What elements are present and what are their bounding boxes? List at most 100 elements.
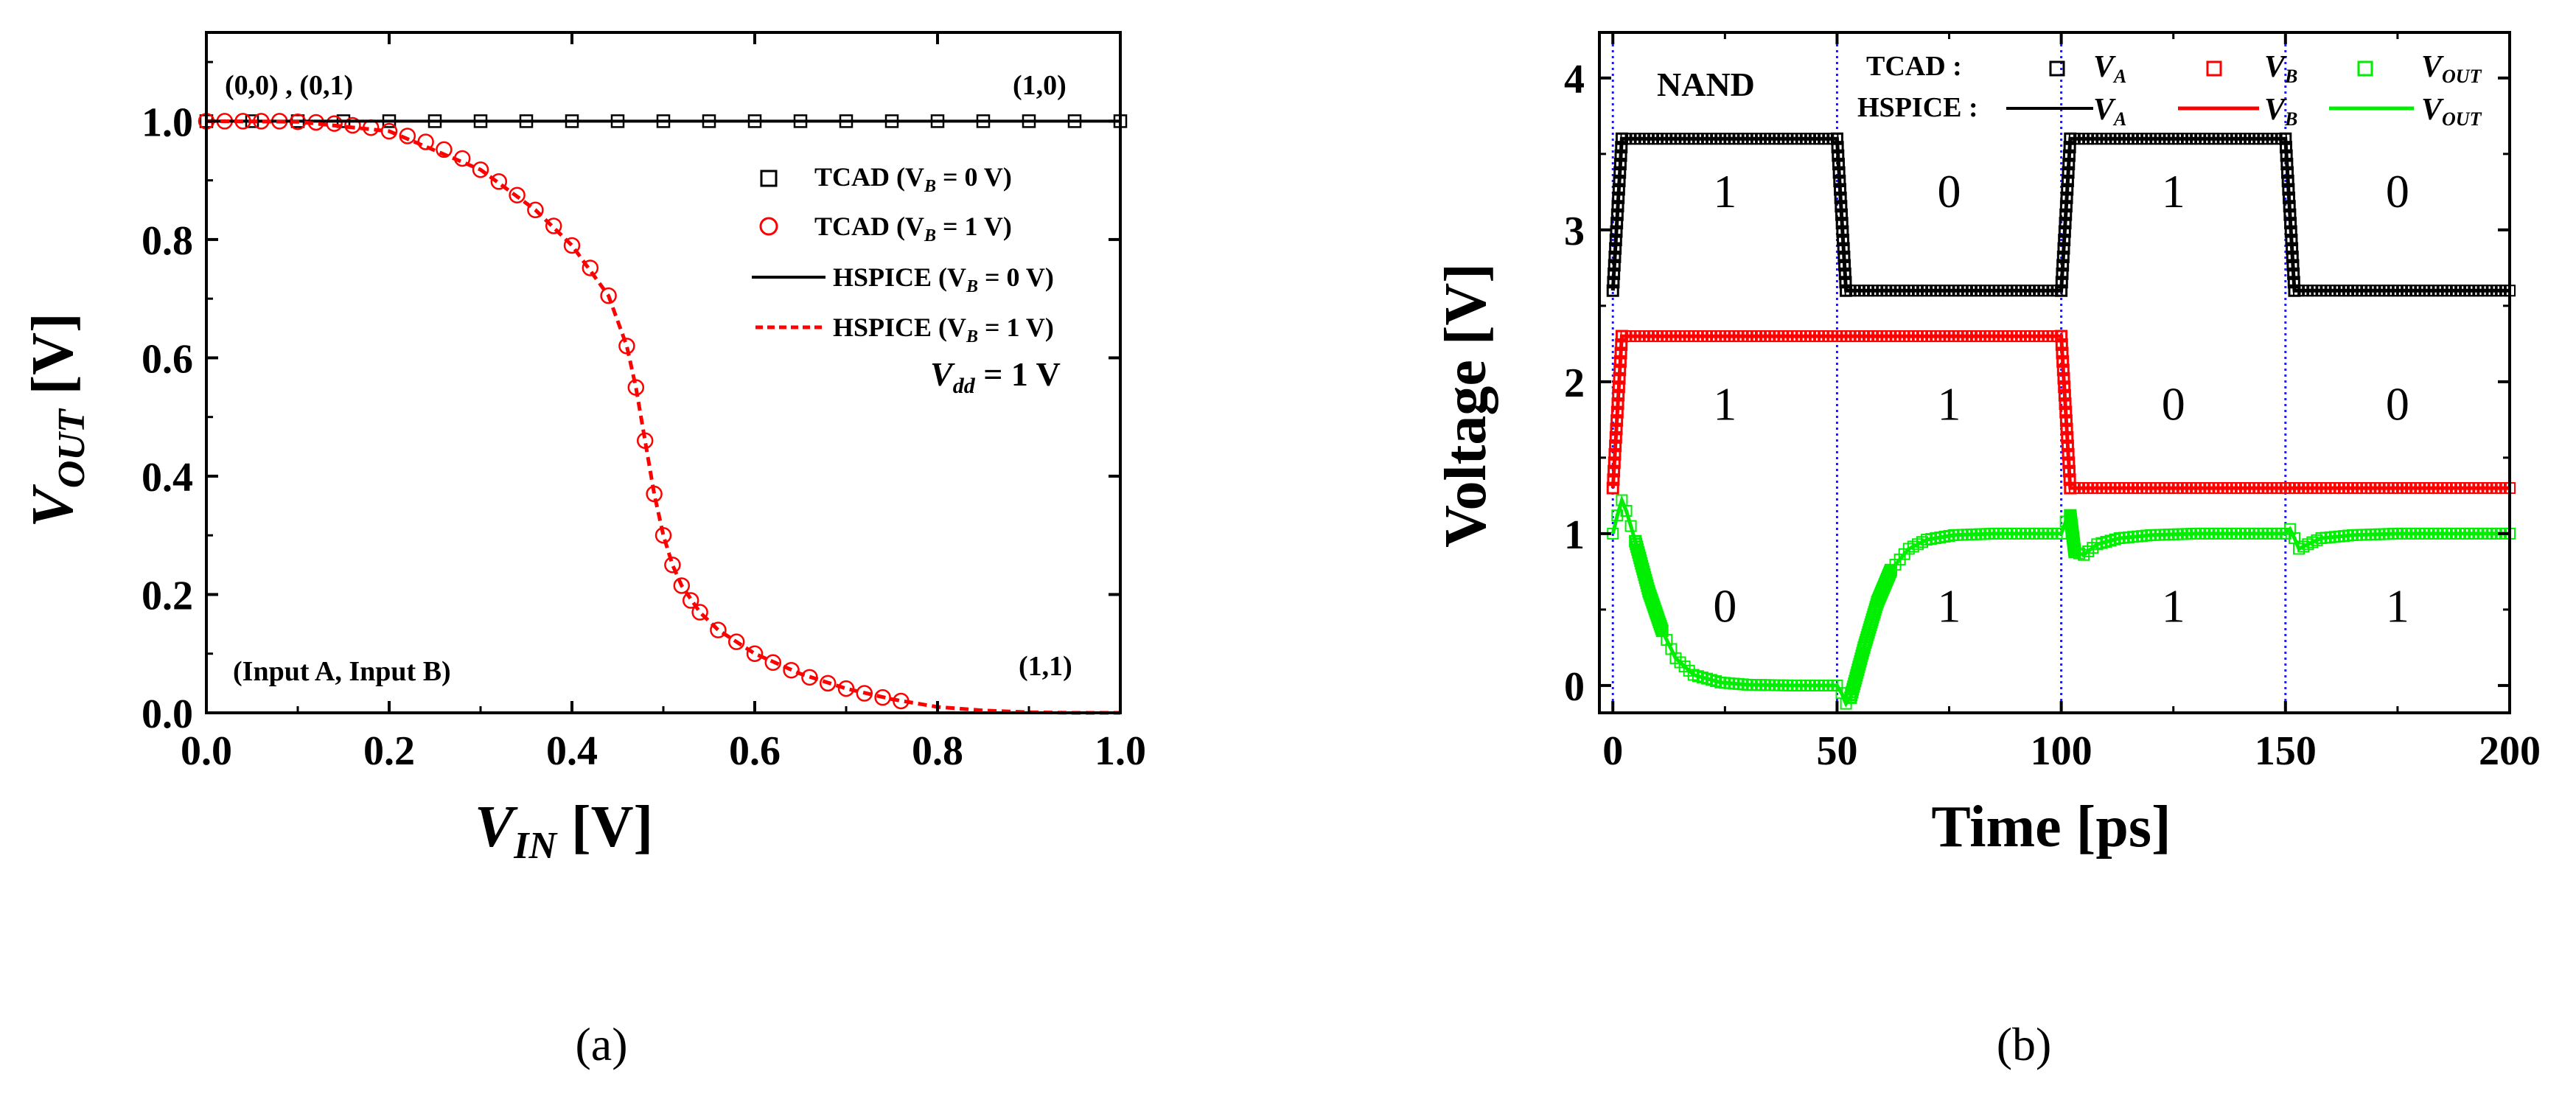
hspice-line-vout [1610, 495, 2510, 708]
plot-frame-b [1598, 31, 2511, 714]
legend-b-vout-label-tcad: VOUT [2421, 50, 2482, 87]
y-tick-label-a: 0.0 [142, 691, 193, 737]
data-point-circle [527, 201, 544, 219]
hspice-line-vb [1610, 334, 2510, 490]
legend-b-va-sub: A [2112, 66, 2126, 87]
logic-level-label: 1 [2386, 579, 2409, 632]
data-point-circle [326, 115, 343, 132]
x-tick-label-b: 100 [2031, 728, 2092, 774]
data-point-circle [436, 141, 453, 158]
legend-a-entry-2: HSPICE (VB = 0 V) [752, 262, 1054, 296]
legend-b-vout-sub-2: OUT [2442, 108, 2482, 130]
legend-a-label-3-sub: B [966, 327, 978, 346]
logic-level-label: 1 [1713, 165, 1736, 217]
annotation-bottom-right: (1,1) [1019, 651, 1072, 682]
legend-a-label-1-pre: TCAD (V [814, 212, 924, 241]
x-axis-title-a-sub: IN [513, 825, 558, 867]
data-point-circle [727, 633, 745, 650]
logic-level-label: 1 [2162, 579, 2185, 632]
x-tick-label-b: 0 [1602, 728, 1623, 774]
data-point-circle [490, 173, 508, 190]
series-line-3 [206, 119, 1120, 715]
legend-b-vout-main-2: V [2421, 93, 2444, 127]
panel-label-b: (b) [1997, 1018, 2052, 1070]
y-tick-label-a: 0.8 [142, 218, 193, 264]
legend-a-label-0-pre: TCAD (V [814, 162, 924, 192]
legend-b-hspice-label: HSPICE : [1857, 92, 1978, 123]
legend-a-label-0-post: = 0 V) [936, 162, 1012, 192]
annotation-vdd: Vdd = 1 V [930, 355, 1061, 398]
y-axis-title-a-unit: [V] [21, 313, 85, 409]
legend-b-vout-main: V [2421, 50, 2444, 84]
legend-b-vb-label-hspice: VB [2264, 93, 2297, 130]
x-tick-label-b: 50 [1816, 728, 1857, 774]
legend-a-label-1-post: = 1 V) [936, 212, 1012, 241]
gate-label: NAND [1657, 66, 1755, 103]
legend-b-vout-sub: OUT [2442, 66, 2482, 87]
legend-a-label-2-pre: HSPICE (V [833, 262, 966, 292]
x-axis-title-a: VIN [V] [475, 795, 653, 867]
data-point-circle [783, 661, 800, 679]
x-tick-label-a: 0.8 [912, 728, 963, 774]
data-point-circle [819, 674, 837, 692]
y-tick-label-a: 0.4 [142, 455, 193, 501]
logic-level-label: 0 [1713, 579, 1736, 632]
logic-level-label: 0 [2386, 165, 2409, 217]
vdd-sub: dd [953, 374, 976, 398]
legend-a-label-3-post: = 1 V) [978, 313, 1054, 342]
data-point-circle [600, 287, 617, 304]
legend-a-label-2-post: = 0 V) [978, 262, 1054, 292]
logic-level-label: 1 [1938, 377, 1961, 430]
y-tick-label-b: 0 [1564, 664, 1585, 710]
logic-level-label: 1 [2162, 165, 2185, 217]
y-tick-label-a: 1.0 [142, 100, 193, 145]
x-tick-label-b: 150 [2255, 728, 2317, 774]
y-axis-title-a-main: V [21, 484, 85, 528]
legend-b-va-main-2: V [2093, 93, 2116, 127]
legend-b-va-sub-2: A [2112, 108, 2126, 130]
legend-b-vout-square [2357, 60, 2373, 77]
data-point-circle [472, 161, 489, 178]
y-tick-label-b: 4 [1564, 57, 1585, 102]
annotation-bottom-left: (Input A, Input B) [233, 656, 451, 687]
x-axis-title-a-main: V [475, 795, 518, 860]
y-tick-label-a: 0.2 [142, 573, 193, 618]
legend-a-entry-0: TCAD (VB = 0 V) [760, 162, 1012, 196]
y-axis-title-a-sub: OUT [51, 408, 93, 488]
y-tick-label-b: 1 [1564, 512, 1585, 558]
legend-b-va-main: V [2093, 50, 2116, 84]
x-tick-label-a: 0.2 [363, 728, 415, 774]
legend-a-label-2-sub: B [966, 277, 978, 296]
logic-level-label: 1 [1938, 579, 1961, 632]
data-point-circle [582, 259, 599, 276]
legend-b-tcad-label: TCAD : [1866, 51, 1962, 82]
legend-b-vb-label-tcad: VB [2264, 50, 2297, 87]
legend-a-circle-marker [759, 217, 778, 236]
svg-text:TCAD (VB = 1 V): TCAD (VB = 1 V) [814, 212, 1012, 245]
legend-a-label-1-sub: B [924, 226, 936, 245]
y-tick-label-b: 3 [1564, 209, 1585, 254]
legend-b: TCAD : HSPICE : VA VA VB VB VOUT VOUT [1857, 50, 2482, 130]
logic-level-label: 0 [2162, 377, 2185, 430]
data-point-circle [764, 654, 782, 672]
logic-level-label: 0 [1938, 165, 1961, 217]
legend-b-vb-main: V [2264, 50, 2287, 84]
x-tick-label-a: 0.0 [181, 728, 232, 774]
x-axis-title-a-unit: [V] [556, 795, 653, 860]
data-point-circle [710, 621, 727, 638]
data-point-circle [682, 592, 699, 609]
panel-a: 0.0 0.2 0.4 0.6 0.8 1.0 0.0 0.2 0.4 0.6 0.8 1.0 TCA… [21, 31, 1146, 1070]
data-point-circle [545, 217, 562, 234]
data-point-circle [691, 604, 708, 621]
legend-b-vb-sub: B [2284, 66, 2297, 87]
y-tick-label-b: 2 [1564, 360, 1585, 406]
legend-b-vb-main-2: V [2264, 93, 2287, 127]
x-tick-label-b: 200 [2479, 728, 2541, 774]
data-point-circle [509, 186, 526, 203]
logic-level-label: 1 [1713, 377, 1736, 430]
x-tick-label-a: 0.4 [546, 728, 598, 774]
panel-label-a: (a) [575, 1018, 627, 1070]
legend-b-va-label-tcad: VA [2093, 50, 2126, 87]
